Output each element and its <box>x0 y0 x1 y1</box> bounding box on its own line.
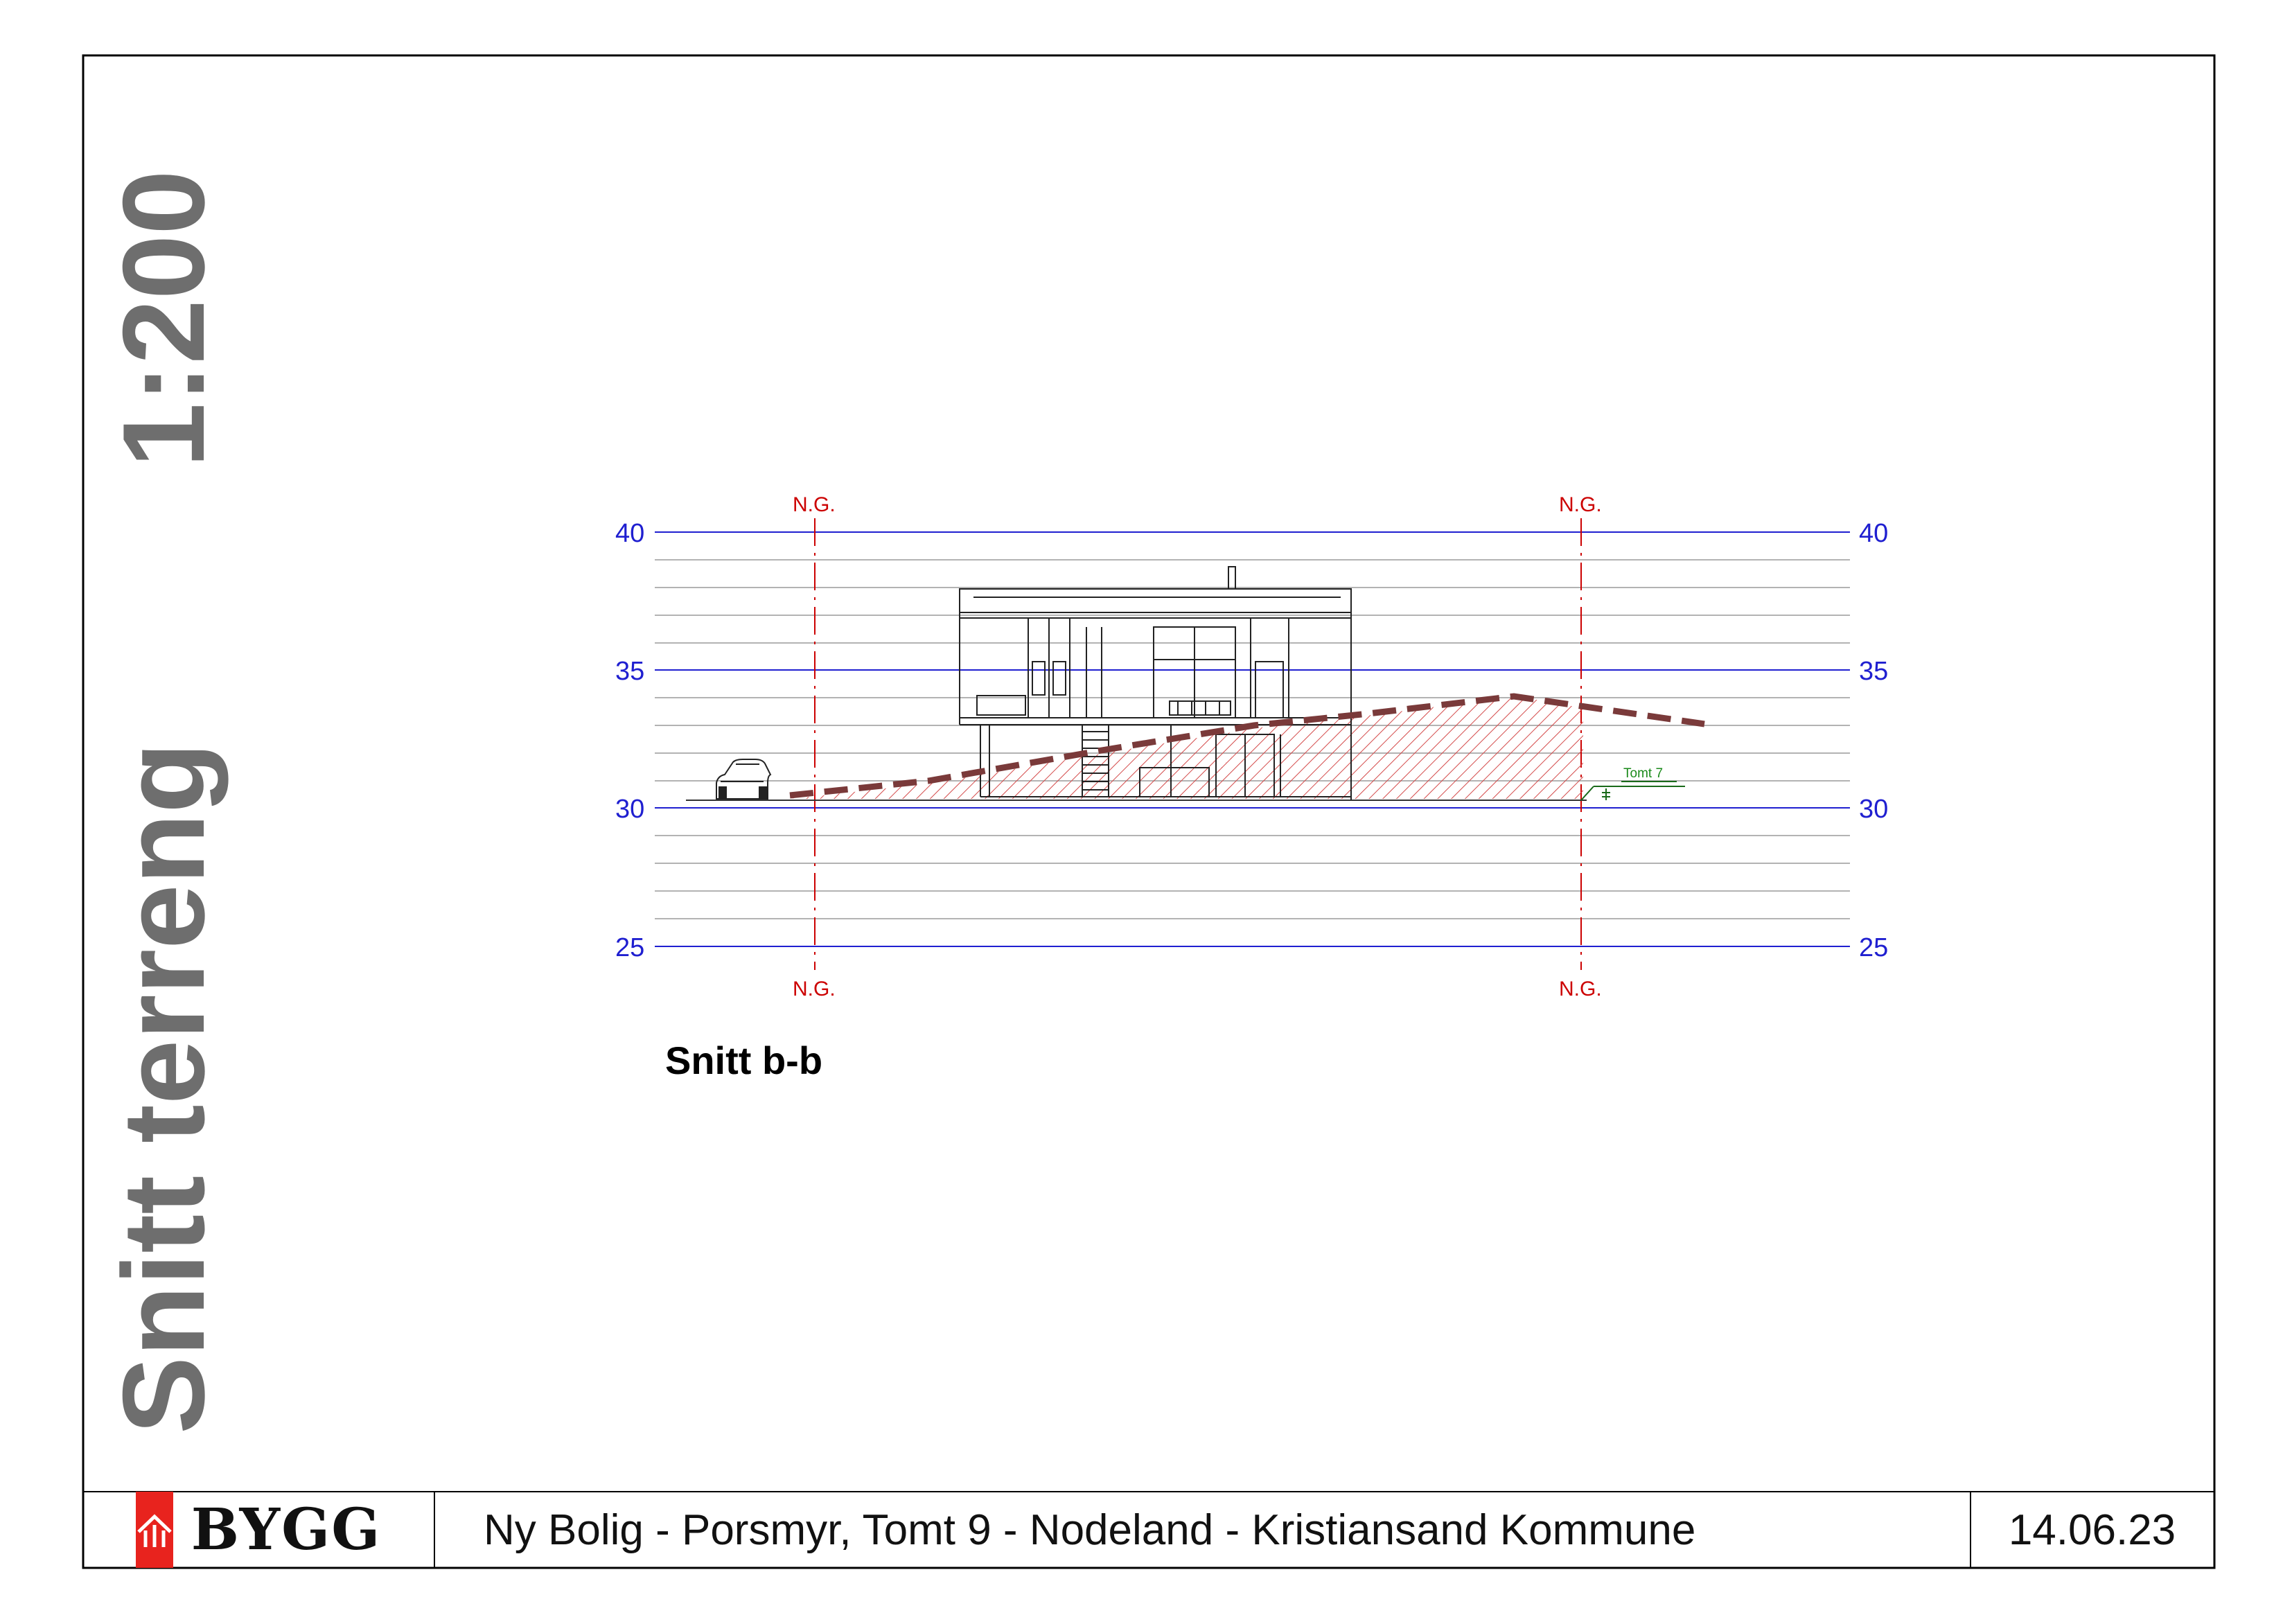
title-block: BYGG Ny Bolig - Porsmyr, Tomt 9 - Nodela… <box>83 1492 2214 1568</box>
elevation-label-30-left: 30 <box>615 795 644 824</box>
sheet-title: Snitt terreng <box>98 742 229 1434</box>
terrain-cut-fill <box>791 696 1583 799</box>
drawing-scale: 1:200 <box>98 170 229 468</box>
terrain-profile-line <box>789 693 1705 799</box>
grid-marker-right-top: N.G. <box>1559 493 1602 516</box>
elevation-label-30-right: 30 <box>1859 795 1888 824</box>
logo-house-icon <box>135 1492 173 1568</box>
company-logo: BYGG <box>83 1492 434 1568</box>
neighbour-plot-label: Tomt 7 <box>1623 766 1663 781</box>
elevation-label-35-left: 35 <box>615 657 644 686</box>
elevation-label-25-left: 25 <box>615 933 644 962</box>
project-title: Ny Bolig - Porsmyr, Tomt 9 - Nodeland - … <box>484 1506 1696 1554</box>
elevation-label-35-right: 35 <box>1859 657 1888 686</box>
meter-gridlines <box>655 559 1850 919</box>
elevation-label-40-left: 40 <box>615 519 644 548</box>
title-block-divider <box>434 1492 435 1568</box>
elevation-label-40-right: 40 <box>1859 519 1888 548</box>
section-label: Snitt b-b <box>665 1039 823 1082</box>
grid-marker-left-bottom: N.G. <box>793 978 836 1000</box>
building-section <box>959 566 1352 800</box>
title-block-divider <box>1970 1492 1971 1568</box>
grid-marker-right-bottom: N.G. <box>1559 978 1602 1000</box>
drawing-date: 14.06.23 <box>2008 1506 2176 1554</box>
elevation-label-25-right: 25 <box>1859 933 1888 962</box>
grid-marker-left-top: N.G. <box>793 493 836 516</box>
car-icon <box>716 759 772 800</box>
logo-text: BYGG <box>191 1497 382 1563</box>
neighbour-plot-marker <box>1580 781 1685 801</box>
sheet-border <box>82 54 2216 1569</box>
elevation-lines <box>655 531 1850 947</box>
